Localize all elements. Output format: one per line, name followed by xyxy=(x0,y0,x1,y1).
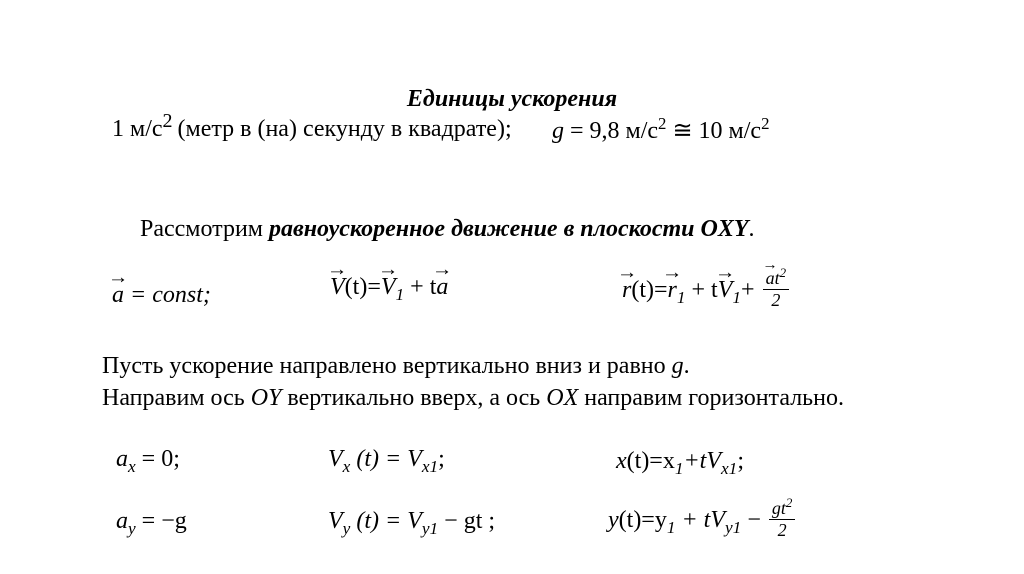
Vx-tail: ; xyxy=(438,446,445,472)
consider-line: Рассмотрим равноускоренное движение в пл… xyxy=(140,216,755,243)
frac-gt-exp: 2 xyxy=(786,495,792,510)
frac-gt2-2: gt2 2 xyxy=(769,498,796,541)
units-eq1: = 9,8 м/с xyxy=(564,118,658,144)
xt-plus: +tV xyxy=(683,448,721,474)
xt-mid: (t)=x xyxy=(627,448,675,474)
yt-y: y xyxy=(608,507,619,533)
physics-slide: Единицы ускорения 1 м/с2 (метр в (на) се… xyxy=(0,0,1024,574)
ay-sub: y xyxy=(128,519,136,538)
vec-a: a xyxy=(112,282,124,309)
eq-Vy: Vy (t) = Vy1 − gt ; xyxy=(328,508,495,535)
xt-x: x xyxy=(616,448,627,474)
eq-a-const: a = const; xyxy=(112,282,211,309)
ax-rest: = 0; xyxy=(136,446,180,472)
p1-OY: OY xyxy=(251,385,282,411)
eq-a-rest: = const; xyxy=(124,282,211,308)
frac-gt-den: 2 xyxy=(769,519,796,541)
sub-1a: 1 xyxy=(396,285,405,304)
p1-OX: OX xyxy=(546,385,578,411)
eq-r-plus1: + t xyxy=(686,277,718,303)
vec-r1: r xyxy=(668,277,677,304)
units-left-plain: 1 м/с xyxy=(112,116,163,142)
yt-minus: − xyxy=(741,507,767,533)
units-line: 1 м/с2 (метр в (на) секунду в квадрате);… xyxy=(112,116,932,143)
consider-lead: Рассмотрим xyxy=(140,216,269,242)
vector-equations-row: a = const; V(t)=V1 + ta r(t)=r1 + tV1+ a… xyxy=(0,270,1024,330)
Vy-tail: − gt ; xyxy=(438,508,495,534)
units-left: 1 м/с2 (метр в (на) секунду в квадрате); xyxy=(112,116,512,143)
frac-at2-2: at22 xyxy=(763,268,790,311)
p1-l1b: . xyxy=(684,353,690,379)
yt-plus: + tV xyxy=(675,507,725,533)
consider-emph: равноускоренное движение в плоскости OXY xyxy=(269,216,749,242)
Vy-sub2: y1 xyxy=(422,519,438,538)
vec-a2: a xyxy=(436,274,448,301)
vec-r: r xyxy=(622,277,631,304)
ay-a: a xyxy=(116,508,128,534)
Vx-V: V xyxy=(328,446,343,472)
units-approx: ≅ 10 м/с xyxy=(666,118,761,144)
frac-gt: gt xyxy=(772,498,786,518)
eq-ax: ax = 0; xyxy=(116,446,180,473)
vec-V1b: V xyxy=(718,277,733,304)
ay-rest: = −g xyxy=(136,508,187,534)
eq-r-t: r(t)=r1 + tV1+ at22 xyxy=(622,270,791,313)
xt-tail: ; xyxy=(737,448,744,474)
vec-a3: a xyxy=(766,268,775,289)
Vx-sub2: x1 xyxy=(422,457,438,476)
eq-r-plus2: + xyxy=(741,277,761,303)
Vx-mid: (t) = V xyxy=(350,446,422,472)
vec-V1: V xyxy=(381,274,396,301)
units-right: g = 9,8 м/с2 ≅ 10 м/с2 xyxy=(552,116,769,145)
sub-V1b: 1 xyxy=(732,288,741,307)
yt-sub2: y1 xyxy=(725,518,741,537)
p1-g: g xyxy=(672,353,684,379)
page-title: Единицы ускорения xyxy=(0,86,1024,113)
eq-ay: ay = −g xyxy=(116,508,187,535)
Vy-mid: (t) = V xyxy=(350,508,422,534)
p1-l2a: Направим ось xyxy=(102,385,251,411)
units-left-tail: (метр в (на) секунду в квадрате); xyxy=(178,116,512,142)
ax-sub: x xyxy=(128,457,136,476)
ax-a: a xyxy=(116,446,128,472)
yt-mid: (t)=y xyxy=(619,507,667,533)
p1-l1a: Пусть ускорение направлено вертикально в… xyxy=(102,353,672,379)
g-symbol: g xyxy=(552,118,564,144)
units-sq2: 2 xyxy=(761,114,769,133)
eq-yt: y(t)=y1 + tVy1 − gt22 xyxy=(608,500,797,543)
eq-V-t-paren: (t)= xyxy=(345,274,381,300)
eq-V-t: V(t)=V1 + ta xyxy=(330,274,448,301)
xt-sub2: x1 xyxy=(721,459,737,478)
frac-exp: 2 xyxy=(780,265,786,280)
p1-l2b: вертикально вверх, а ось xyxy=(281,385,546,411)
component-equations: ax = 0; Vx (t) = Vx1; x(t)=x1+tVx1; ay =… xyxy=(0,440,1024,550)
eq-Vx: Vx (t) = Vx1; xyxy=(328,446,445,473)
frac-den-2: 2 xyxy=(763,289,790,311)
units-left-exp: 2 xyxy=(163,110,178,132)
eq-xt: x(t)=x1+tVx1; xyxy=(616,448,744,475)
paragraph-setup: Пусть ускорение направлено вертикально в… xyxy=(102,350,932,415)
consider-tail: . xyxy=(749,216,755,242)
sub-r1: 1 xyxy=(677,288,686,307)
vec-V: V xyxy=(330,274,345,301)
Vy-V: V xyxy=(328,508,343,534)
p1-l2c: направим горизонтально. xyxy=(578,385,844,411)
